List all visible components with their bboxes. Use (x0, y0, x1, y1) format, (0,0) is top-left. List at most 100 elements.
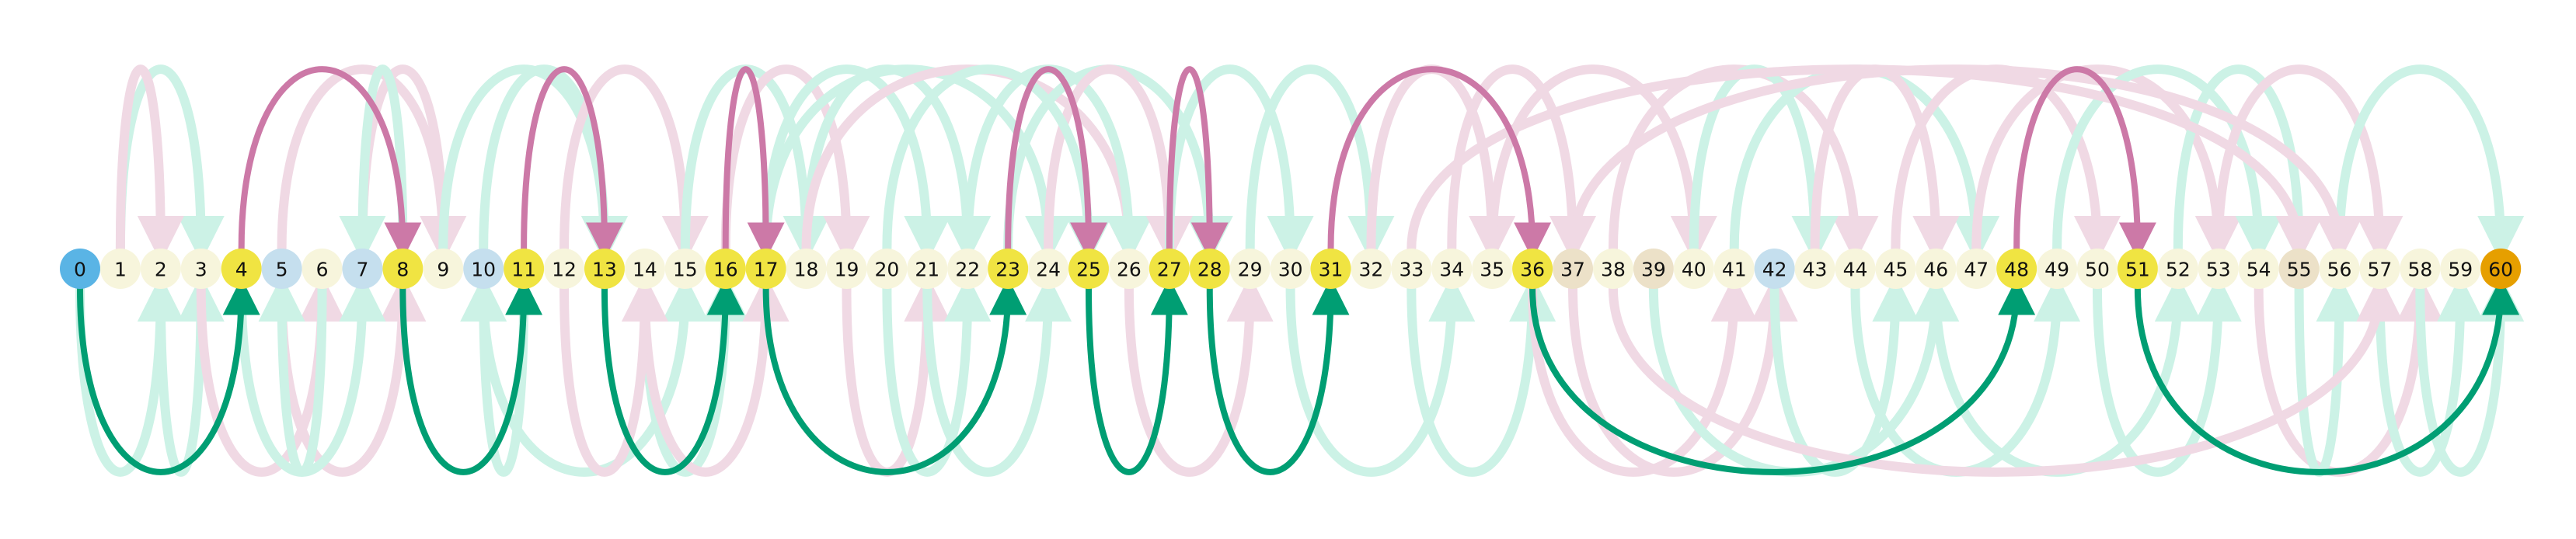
node-label: 11 (511, 259, 536, 281)
node-label: 27 (1157, 259, 1182, 281)
node-circle (1472, 249, 1513, 289)
node-label: 46 (1923, 259, 1948, 281)
node-label: 0 (74, 259, 86, 281)
node-label: 16 (713, 259, 738, 281)
node-40: 40 (1673, 249, 1714, 289)
node-label: 15 (673, 259, 698, 281)
node-circle (60, 249, 100, 289)
faint-edge-4-7 (236, 275, 386, 477)
node-47: 47 (1956, 249, 1997, 289)
faint-edge-35-40 (1487, 64, 1717, 263)
node-circle (1996, 249, 2037, 289)
node-circle (1713, 249, 1755, 289)
node-circle (1351, 249, 1392, 289)
node-label: 51 (2125, 259, 2150, 281)
node-circle (1835, 249, 1876, 289)
node-60: 60 (2480, 249, 2522, 289)
node-0: 0 (60, 249, 100, 289)
node-circle (1068, 249, 1109, 289)
node-20: 20 (866, 249, 908, 289)
faint-edge-18-22 (801, 64, 992, 263)
faint-edge-1-2 (115, 64, 184, 263)
node-circle (705, 249, 746, 289)
node-label: 49 (2044, 259, 2069, 281)
node-label: 23 (995, 259, 1020, 281)
node-row: 0 1 2 3 4 5 6 7 8 9 10 11 12 13 14 15 16 17 18 19 20 21 22 23 24… (60, 249, 2522, 289)
node-circle (544, 249, 585, 289)
node-circle (2480, 249, 2522, 289)
faint-edge-58-60 (2415, 275, 2525, 477)
node-label: 58 (2407, 259, 2432, 281)
path-edge-17-23 (762, 277, 1027, 475)
node-circle (1229, 249, 1271, 289)
node-18: 18 (786, 249, 827, 289)
node-label: 1 (114, 259, 127, 281)
faint-edge-57-59 (2375, 275, 2484, 477)
node-label: 40 (1682, 259, 1706, 281)
node-36: 36 (1512, 249, 1553, 289)
node-4: 4 (221, 249, 262, 289)
node-48: 48 (1996, 249, 2037, 289)
node-label: 28 (1197, 259, 1222, 281)
node-label: 32 (1359, 259, 1384, 281)
node-15: 15 (664, 249, 706, 289)
node-circle (2077, 249, 2118, 289)
faint-edge-2-3 (155, 275, 225, 477)
node-8: 8 (382, 249, 424, 289)
path-edge-36-48 (1529, 277, 2036, 475)
node-55: 55 (2278, 249, 2320, 289)
node-44: 44 (1835, 249, 1876, 289)
node-54: 54 (2238, 249, 2279, 289)
node-9: 9 (423, 249, 464, 289)
node-label: 54 (2247, 259, 2271, 281)
node-circle (2359, 249, 2400, 289)
node-label: 45 (1883, 259, 1908, 281)
faint-edge-20-25 (882, 64, 1112, 263)
node-label: 20 (874, 259, 899, 281)
path-edge-31-36 (1327, 66, 1552, 260)
node-label: 57 (2368, 259, 2393, 281)
node-label: 60 (2488, 259, 2513, 281)
node-circle (1028, 249, 1069, 289)
faint-edge-30-34 (1285, 275, 1476, 477)
node-label: 43 (1803, 259, 1828, 281)
node-circle (99, 249, 141, 289)
node-circle (1512, 249, 1553, 289)
node-label: 18 (794, 259, 819, 281)
path-edge-4-8 (238, 66, 422, 260)
node-circle (1149, 249, 1190, 289)
faint-edge-8-7 (339, 64, 408, 263)
node-circle (1391, 249, 1432, 289)
node-21: 21 (907, 249, 948, 289)
path-edge-48-51 (2013, 66, 2156, 260)
node-circle (988, 249, 1029, 289)
node-circle (463, 249, 504, 289)
path-edge-25-27 (1086, 277, 1188, 475)
node-circle (1108, 249, 1149, 289)
node-35: 35 (1472, 249, 1513, 289)
node-label: 24 (1036, 259, 1061, 281)
node-circle (1956, 249, 1997, 289)
node-circle (1592, 249, 1633, 289)
faint-edge-17-21 (761, 64, 951, 263)
node-circle (866, 249, 908, 289)
path-edge-23-25 (1005, 66, 1107, 260)
node-label: 9 (437, 259, 449, 281)
node-circle (2319, 249, 2360, 289)
path-edge-16-17 (722, 66, 785, 260)
node-label: 14 (633, 259, 657, 281)
node-29: 29 (1229, 249, 1271, 289)
node-circle (221, 249, 262, 289)
node-22: 22 (947, 249, 988, 289)
node-25: 25 (1068, 249, 1109, 289)
node-label: 30 (1278, 259, 1303, 281)
faint-edge-14-17 (640, 275, 790, 477)
node-3: 3 (180, 249, 221, 289)
node-23: 23 (988, 249, 1029, 289)
node-circle (2278, 249, 2320, 289)
highlighted-path-edges (77, 66, 2520, 475)
faint-edge-38-44 (1608, 64, 1879, 263)
node-53: 53 (2198, 249, 2239, 289)
node-label: 59 (2448, 259, 2473, 281)
node-label: 13 (592, 259, 617, 281)
